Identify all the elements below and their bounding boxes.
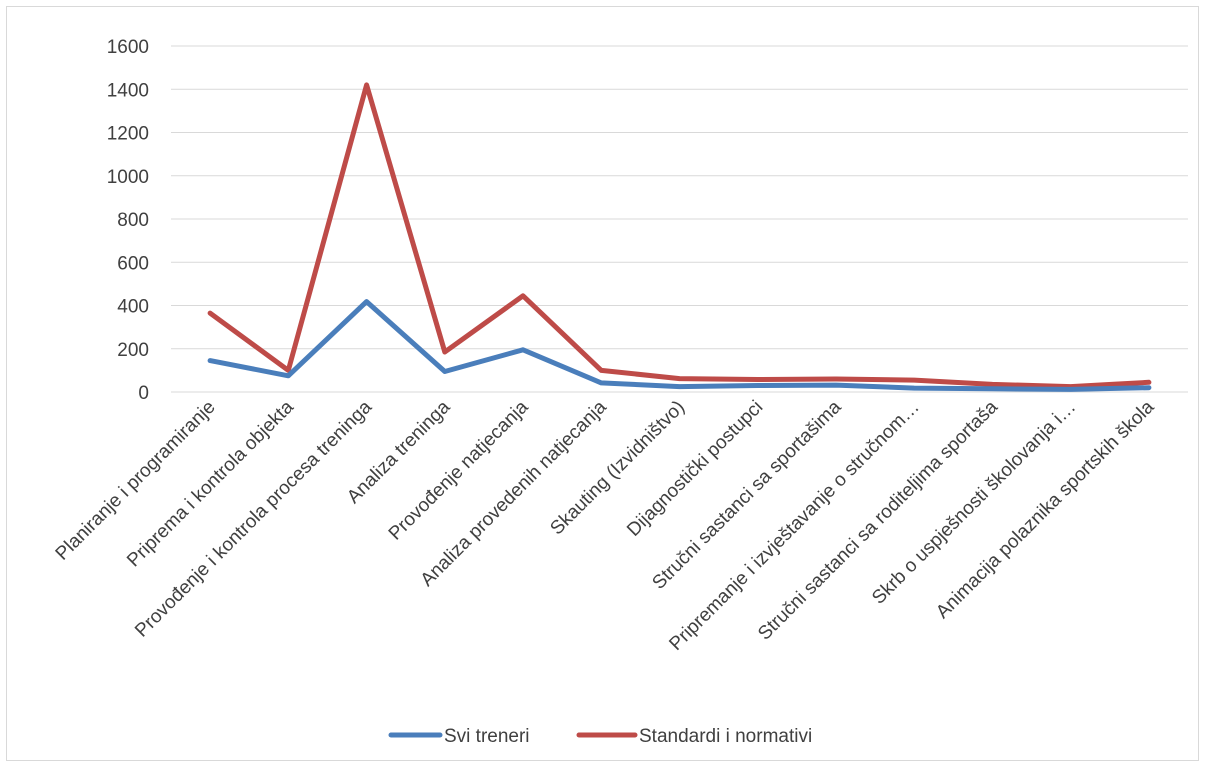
line-chart: 0 200 400 600 800 1000 1200 1400 1600 Planiranje…: [52, 37, 1188, 747]
chart-frame: 0 200 400 600 800 1000 1200 1400 1600 Planiranje…: [6, 6, 1199, 761]
series-line-standardi-i-normativi: [207, 82, 1152, 390]
series-lines: [207, 82, 1152, 392]
legend-label: Standardi i normativi: [639, 726, 812, 747]
y-tick-label: 800: [117, 210, 149, 231]
x-tick-label: Priprema i kontrola objekta: [123, 396, 298, 571]
y-tick-label: 0: [138, 383, 149, 404]
legend: Svi treneri Standardi i normativi: [388, 726, 812, 747]
y-tick-label: 1600: [107, 37, 149, 58]
y-axis-tick-labels: 0 200 400 600 800 1000 1200 1400 1600: [107, 37, 149, 404]
y-tick-label: 1000: [107, 167, 149, 188]
y-tick-label: 1200: [107, 124, 149, 145]
x-tick-label: Planiranje i programiranje: [52, 397, 220, 565]
x-tick-label: Skauting (Izvidništvo): [546, 397, 689, 540]
x-tick-label: Dijagnostički postupci: [623, 397, 767, 541]
y-tick-label: 200: [117, 340, 149, 361]
series-line-svi-treneri: [207, 299, 1152, 392]
y-tick-label: 600: [117, 253, 149, 274]
legend-label: Svi treneri: [444, 726, 530, 747]
y-tick-label: 1400: [107, 80, 149, 101]
y-tick-label: 400: [117, 297, 149, 318]
x-tick-label: Provođenje natjecanja: [385, 396, 533, 544]
